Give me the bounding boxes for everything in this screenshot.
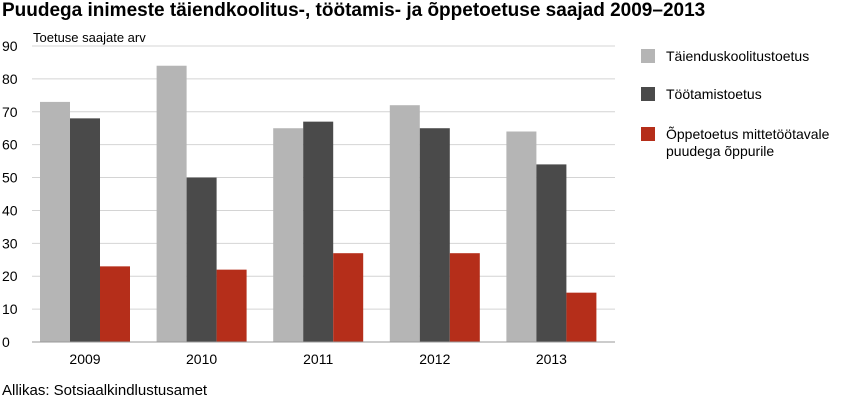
bar-2011-series-1	[273, 128, 304, 342]
bar-2013-series-2	[536, 164, 567, 342]
bar-2010-series-1	[156, 65, 187, 342]
legend-label-3: puudega õppurile	[666, 143, 774, 159]
bar-2009-series-3	[100, 266, 130, 342]
legend-swatch-1	[641, 49, 655, 63]
legend-label-1: Täienduskoolitustoetus	[666, 48, 809, 64]
legend: Täienduskoolitustoetus Töötamistoetus Õppe…	[641, 48, 830, 159]
y-tick-labels: 0 10 20 30 40 50 60 70 80 90	[2, 38, 18, 350]
bar-2009-series-1	[40, 101, 70, 343]
bars	[40, 65, 597, 343]
x-tick-label: 2013	[536, 351, 567, 367]
bar-2009-series-2	[70, 118, 100, 342]
bar-2012-series-3	[449, 253, 480, 342]
x-tick-label: 2009	[69, 351, 100, 367]
y-tick-label: 0	[2, 334, 10, 350]
y-tick-label: 30	[2, 235, 18, 251]
bar-2011-series-2	[303, 121, 334, 343]
source-note: Allikas: Sotsiaalkindlustusamet	[2, 382, 208, 399]
legend-label-3: Õppetoetus mittetöötavale	[666, 126, 830, 142]
y-tick-label: 70	[2, 104, 18, 120]
bar-2011-series-3	[333, 253, 364, 342]
bar-2010-series-3	[216, 269, 247, 342]
x-tick-label: 2012	[419, 351, 450, 367]
y-tick-label: 90	[2, 38, 18, 54]
y-axis-label: Toetuse saajate arv	[33, 30, 146, 45]
x-tick-labels: 2009 2010 2011 2012 2013	[69, 351, 567, 367]
y-tick-label: 40	[2, 202, 18, 218]
y-tick-label: 20	[2, 268, 18, 284]
bar-2012-series-2	[419, 128, 450, 342]
legend-swatch-3	[641, 127, 655, 141]
x-tick-label: 2011	[303, 351, 333, 367]
y-tick-label: 80	[2, 71, 18, 87]
bar-2013-series-1	[506, 131, 537, 342]
bar-2010-series-2	[186, 177, 217, 342]
y-tick-label: 50	[2, 170, 18, 186]
bar-2012-series-1	[389, 105, 420, 342]
legend-label-2: Töötamistoetus	[666, 86, 762, 102]
y-tick-label: 60	[2, 137, 18, 153]
legend-swatch-2	[641, 87, 655, 101]
bar-2013-series-3	[566, 292, 597, 342]
y-tick-label: 10	[2, 301, 18, 317]
x-tick-label: 2010	[186, 351, 217, 367]
chart-title: Puudega inimeste täiendkoolitus-, töötam…	[2, 0, 706, 21]
